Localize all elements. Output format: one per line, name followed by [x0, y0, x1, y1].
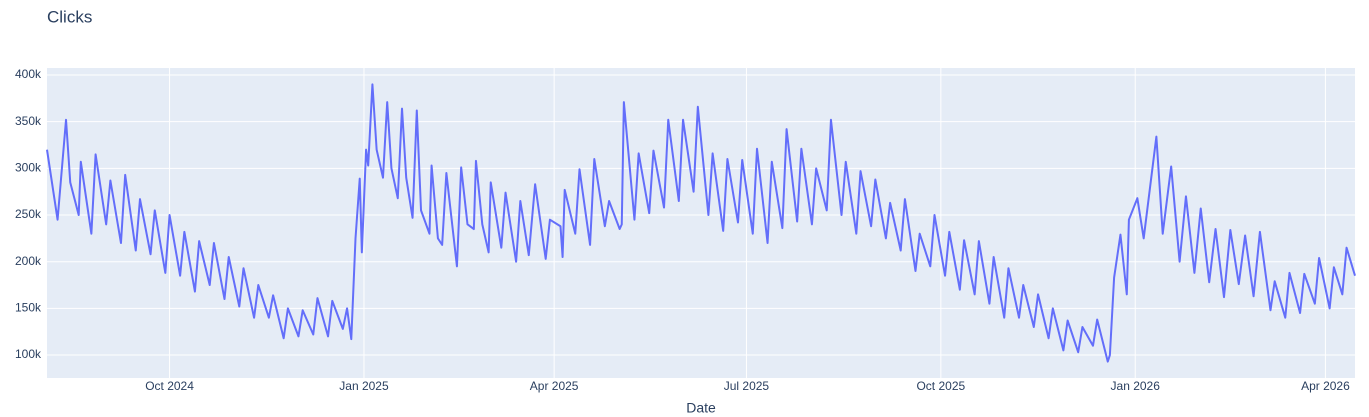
y-tick-label: 300k: [15, 161, 42, 175]
x-axis-title: Date: [686, 400, 716, 416]
y-tick-label: 400k: [15, 67, 42, 81]
chart-title: Clicks: [47, 7, 92, 26]
x-tick-label: Apr 2025: [530, 379, 579, 393]
y-tick-label: 350k: [15, 114, 42, 128]
x-tick-label: Oct 2025: [916, 379, 965, 393]
x-tick-label: Apr 2026: [1301, 379, 1350, 393]
y-tick-label: 150k: [15, 301, 42, 315]
x-tick-label: Oct 2024: [145, 379, 194, 393]
y-tick-label: 200k: [15, 254, 42, 268]
y-tick-label: 100k: [15, 347, 42, 361]
x-tick-label: Jan 2026: [1111, 379, 1161, 393]
x-tick-label: Jul 2025: [724, 379, 770, 393]
y-tick-label: 250k: [15, 207, 42, 221]
line: [46, 83, 1356, 363]
plot-area: [47, 68, 1355, 378]
x-tick-label: Jan 2025: [339, 379, 389, 393]
